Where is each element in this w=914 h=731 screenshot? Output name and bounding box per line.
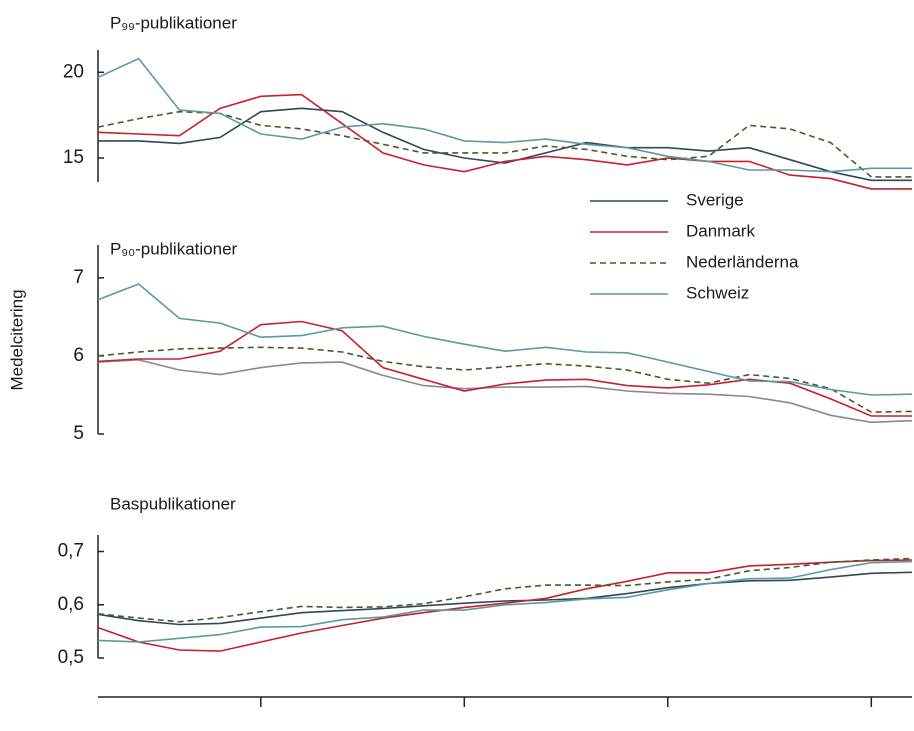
series-line	[97, 320, 912, 417]
y-tick-label: 6	[73, 345, 84, 366]
series-line	[98, 107, 912, 182]
legend-label: Sverige	[686, 190, 744, 209]
series-line	[97, 93, 912, 190]
series-line	[97, 571, 913, 626]
legend-label: Schweiz	[686, 283, 749, 302]
y-tick-label: 0,7	[58, 541, 84, 562]
y-tick-label: 20	[63, 61, 84, 82]
legend-label: Danmark	[686, 221, 755, 240]
panel-title: P₉₀-publikationer	[110, 239, 238, 258]
series-line	[97, 346, 913, 413]
panel-title: P₉₉-publikationer	[110, 13, 237, 32]
series-line	[97, 358, 913, 424]
y-tick-label: 0,5	[58, 647, 84, 668]
series-line	[97, 57, 912, 173]
series-line	[97, 110, 912, 178]
y-tick-label: 7	[73, 267, 84, 288]
y-axis-label: Medelcitering	[7, 289, 26, 390]
series-line	[97, 560, 913, 643]
legend-label: Nederländerna	[686, 252, 799, 271]
y-tick-label: 5	[73, 423, 84, 444]
series-line	[97, 557, 913, 623]
panel-title: Baspublikationer	[110, 494, 236, 513]
series-line	[97, 559, 913, 652]
y-tick-label: 0,6	[58, 594, 84, 615]
series-line	[97, 283, 913, 396]
y-tick-label: 15	[63, 147, 84, 168]
